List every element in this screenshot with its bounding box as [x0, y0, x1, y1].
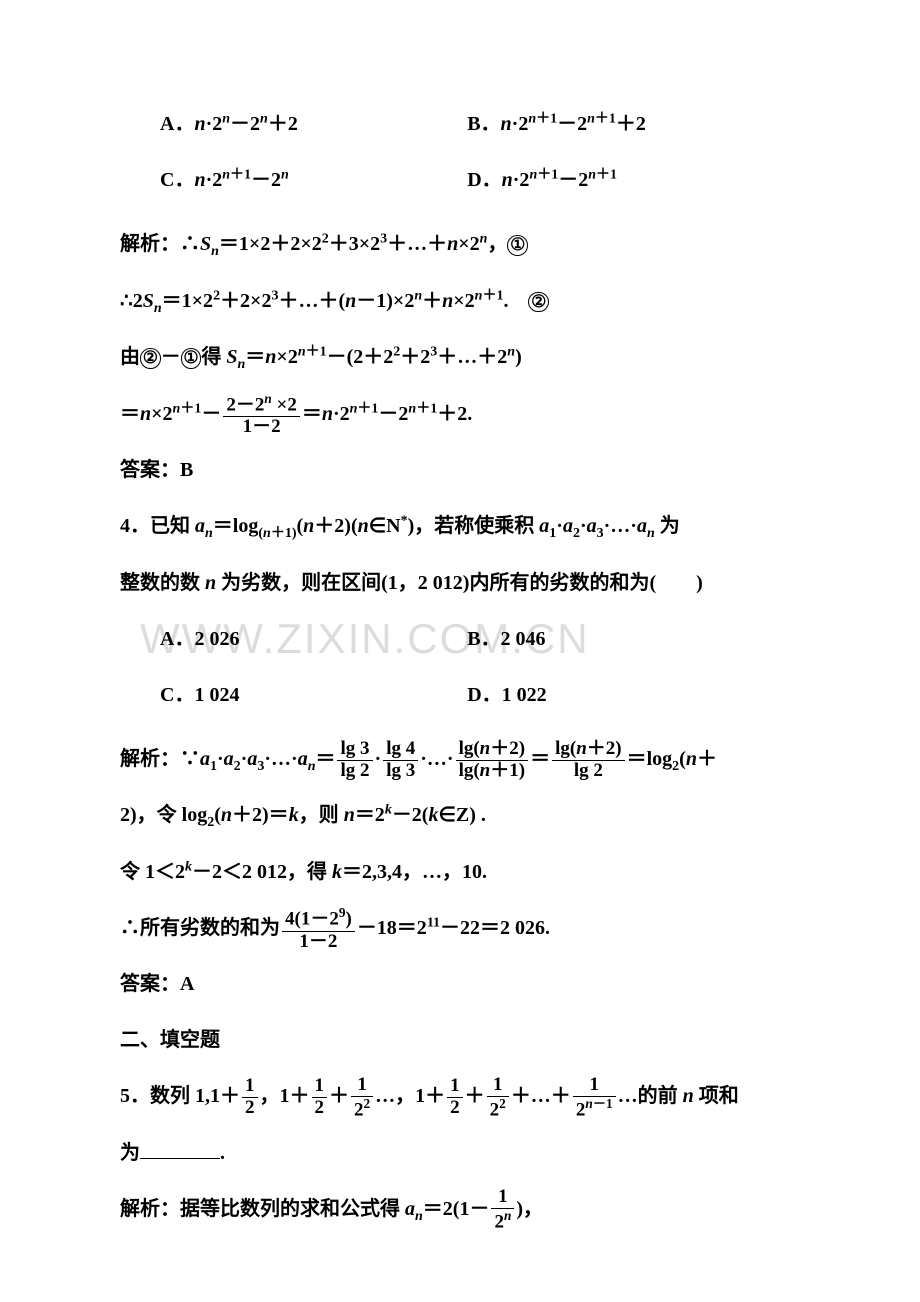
q4-options: A．2 026 B．2 046 C．1 024 D．1 022	[160, 615, 800, 727]
question-5: 5．数列 1,1＋12，1＋12＋122…，1＋12＋122＋…＋12n－1…的…	[120, 1072, 800, 1120]
solution4-line-3: ∴所有劣数的和为4(1－29)1－2－18＝211－22＝2 026.	[120, 904, 800, 952]
text: ·…·	[420, 748, 453, 770]
question-4b: 整数的数 n 为劣数，则在区间(1，2 012)内所有的劣数的和为( )	[120, 559, 800, 607]
solution4-line-1b: 2)，令 log2(n＋2)＝k，则 n＝2k－2(k∈Z) .	[120, 791, 800, 840]
option-b: B．n·2n＋1－2n＋1＋2	[467, 100, 774, 148]
fraction: 122	[351, 1075, 373, 1121]
circled-1: ①	[507, 235, 528, 256]
text: 由	[120, 346, 140, 368]
option-b: B．2 046	[467, 615, 774, 663]
answer-1: 答案：B	[120, 446, 800, 494]
fraction: 4(1－29)1－2	[282, 906, 355, 952]
fraction: 12n－1	[573, 1075, 616, 1121]
circled-2b: ②	[140, 348, 161, 369]
fraction: lg(n＋2)lg(n＋1)	[456, 739, 529, 782]
text: －	[161, 346, 181, 368]
question-5b: 为.	[120, 1129, 800, 1177]
fraction: 12	[312, 1076, 328, 1119]
fraction: 2－2n ×21－2	[223, 392, 300, 438]
fraction: 12n	[491, 1187, 514, 1233]
circled-2: ②	[528, 292, 549, 313]
section-2-heading: 二、填空题	[120, 1016, 800, 1064]
solution5-line-1: 解析：据等比数列的求和公式得 an＝2(1－12n)，	[120, 1185, 800, 1234]
solution-line-3: 由②－①得 Sn＝n×2n＋1－(2＋22＋23＋…＋2n)	[120, 333, 800, 382]
circled-1b: ①	[181, 348, 202, 369]
solution-line-2: ∴2Sn＝1×22＋2×23＋…＋(n－1)×2n＋n×2n＋1. ②	[120, 277, 800, 326]
fraction: lg 3lg 2	[337, 739, 372, 782]
fraction: 12	[447, 1076, 463, 1119]
blank-line	[140, 1158, 220, 1159]
option-a: A．n·2n－2n＋2	[160, 100, 467, 148]
opt-text: B．n·2n＋1－2n＋1＋2	[467, 113, 646, 135]
opt-text: A．n·2n－2n＋2	[160, 113, 298, 135]
opt-text: D．n·2n＋1－2n＋1	[467, 169, 617, 191]
option-d: D．n·2n＋1－2n＋1	[467, 156, 774, 204]
solution4-line-1: 解析：∵a1·a2·a3·…·an＝lg 3lg 2·lg 4lg 3·…·lg…	[120, 735, 800, 784]
opt-text: C．n·2n＋1－2n	[160, 169, 289, 191]
solution-line-4: ＝n×2n＋1－2－2n ×21－2＝n·2n＋1－2n＋1＋2.	[120, 390, 800, 438]
option-a: A．2 026	[160, 615, 467, 663]
fraction: lg 4lg 3	[383, 739, 418, 782]
option-c: C．1 024	[160, 671, 467, 719]
option-d: D．1 022	[467, 671, 774, 719]
answer-4: 答案：A	[120, 960, 800, 1008]
solution4-line-2: 令 1＜2k－2＜2 012，得 k＝2,3,4，…，10.	[120, 848, 800, 896]
fraction: 12	[242, 1076, 258, 1119]
solution-line-1: 解析：∴Sn＝1×2＋2×22＋3×23＋…＋n×2n，①	[120, 220, 800, 269]
page-content: A．n·2n－2n＋2 B．n·2n＋1－2n＋1＋2 C．n·2n＋1－2n …	[0, 0, 920, 1302]
option-c: C．n·2n＋1－2n	[160, 156, 467, 204]
question-4: 4．已知 an＝log(n＋1)(n＋2)(n∈N*)，若称使乘积 a1·a2·…	[120, 502, 800, 551]
fraction: lg(n＋2)lg 2	[552, 739, 625, 782]
fraction: 122	[487, 1075, 509, 1121]
q3-options: A．n·2n－2n＋2 B．n·2n＋1－2n＋1＋2 C．n·2n＋1－2n …	[160, 100, 800, 212]
